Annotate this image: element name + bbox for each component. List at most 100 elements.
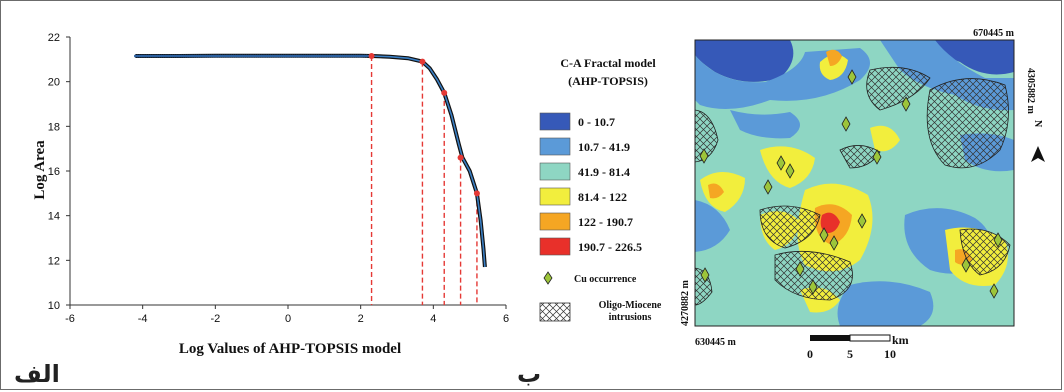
coord-left: 4270882 m bbox=[680, 280, 691, 327]
data-point bbox=[138, 54, 142, 58]
svg-text:N: N bbox=[1032, 120, 1043, 128]
y-tick-label: 14 bbox=[48, 211, 60, 223]
data-point bbox=[338, 54, 342, 58]
data-point bbox=[227, 54, 231, 58]
legend-swatch bbox=[539, 162, 571, 181]
data-point bbox=[262, 54, 266, 58]
data-point bbox=[229, 54, 233, 58]
map-legend: C-A Fractal model (AHP-TOPSIS) 0 - 10.7 1… bbox=[539, 56, 662, 323]
data-point bbox=[253, 54, 257, 58]
data-point bbox=[164, 54, 168, 58]
threshold-point bbox=[419, 58, 426, 65]
data-point bbox=[216, 54, 220, 58]
data-point bbox=[343, 54, 347, 58]
data-point bbox=[134, 54, 137, 58]
data-point bbox=[323, 54, 327, 58]
data-point bbox=[325, 54, 329, 58]
data-point bbox=[214, 54, 218, 58]
data-point bbox=[177, 54, 181, 58]
data-point bbox=[205, 54, 209, 58]
data-point bbox=[171, 54, 174, 58]
data-point bbox=[173, 54, 177, 58]
data-point bbox=[151, 54, 155, 58]
data-point bbox=[284, 54, 288, 58]
x-tick-label: -2 bbox=[210, 313, 220, 325]
y-axis-label: Log Area bbox=[32, 140, 48, 200]
data-point bbox=[184, 54, 187, 58]
data-point bbox=[212, 54, 216, 58]
threshold-point bbox=[368, 52, 375, 59]
svg-text:10: 10 bbox=[884, 347, 896, 361]
data-point bbox=[208, 54, 211, 58]
coord-top: 670445 m bbox=[973, 28, 1015, 39]
data-point bbox=[310, 54, 314, 58]
data-point bbox=[345, 54, 349, 58]
threshold-point bbox=[441, 89, 448, 96]
x-tick-label: 4 bbox=[430, 313, 436, 325]
panel-label-right: ب bbox=[517, 360, 541, 388]
data-point bbox=[147, 54, 150, 58]
data-point bbox=[157, 54, 161, 58]
data-point bbox=[266, 54, 270, 58]
scale-bar: km 0 5 10 bbox=[807, 333, 909, 361]
data-point bbox=[341, 54, 344, 58]
y-tick-label: 22 bbox=[48, 32, 60, 44]
legend-swatch bbox=[539, 112, 571, 131]
ca-plot: -6 -4 -2 0 2 4 6 10 12 14 16 18 20 22 Log Area Log Va… bbox=[32, 32, 509, 357]
data-point bbox=[317, 54, 320, 58]
data-point bbox=[304, 54, 307, 58]
data-point bbox=[306, 54, 310, 58]
data-point bbox=[308, 54, 312, 58]
y-tick-label: 18 bbox=[48, 121, 60, 133]
data-point bbox=[264, 54, 268, 58]
legend-swatch bbox=[539, 212, 571, 231]
data-point bbox=[312, 54, 316, 58]
data-point bbox=[365, 54, 368, 58]
data-point bbox=[358, 54, 362, 58]
legend-class-label: 10.7 - 41.9 bbox=[578, 140, 630, 154]
data-point bbox=[356, 54, 360, 58]
data-point bbox=[175, 54, 179, 58]
data-point bbox=[179, 54, 183, 58]
plot-area bbox=[70, 37, 506, 305]
data-point bbox=[243, 54, 246, 58]
data-point bbox=[288, 54, 292, 58]
data-point bbox=[297, 54, 301, 58]
data-point bbox=[362, 54, 366, 58]
legend-class-label: 81.4 - 122 bbox=[578, 190, 627, 204]
coord-bottom: 630445 m bbox=[695, 337, 737, 348]
y-tick-label: 10 bbox=[48, 300, 60, 312]
data-point bbox=[153, 54, 157, 58]
map-raster bbox=[695, 40, 1014, 326]
x-tick-label: 6 bbox=[503, 313, 509, 325]
threshold-point bbox=[457, 154, 464, 161]
cu-occurrence-label: Cu occurrence bbox=[574, 274, 637, 285]
data-point bbox=[232, 54, 235, 58]
data-point bbox=[251, 54, 255, 58]
map-border bbox=[694, 39, 1015, 327]
y-tick-label: 20 bbox=[48, 77, 60, 89]
intrusion-label-line1: Oligo-Miocene bbox=[599, 300, 662, 311]
data-point bbox=[192, 54, 196, 58]
north-arrow: N bbox=[1031, 120, 1045, 162]
data-point bbox=[290, 54, 294, 58]
x-tick-label: -6 bbox=[65, 313, 75, 325]
data-point bbox=[293, 54, 296, 58]
data-point bbox=[238, 54, 242, 58]
data-point bbox=[273, 54, 277, 58]
data-point bbox=[225, 54, 229, 58]
cu-occurrence-symbol bbox=[543, 271, 553, 285]
data-point bbox=[142, 54, 146, 58]
data-point bbox=[299, 54, 303, 58]
data-point bbox=[330, 54, 333, 58]
data-point bbox=[332, 54, 336, 58]
data-point bbox=[349, 54, 353, 58]
data-point bbox=[328, 54, 331, 58]
y-tick-label: 12 bbox=[48, 255, 60, 267]
svg-text:5: 5 bbox=[847, 347, 853, 361]
intrusion-label-line2: intrusions bbox=[609, 312, 652, 323]
data-point bbox=[295, 54, 299, 58]
data-point bbox=[282, 54, 286, 58]
